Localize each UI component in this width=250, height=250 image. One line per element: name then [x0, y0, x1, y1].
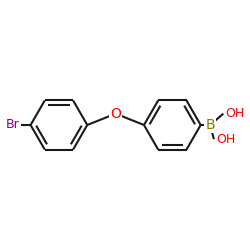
Text: O: O — [110, 107, 121, 121]
Text: OH: OH — [225, 107, 244, 120]
Text: OH: OH — [216, 133, 235, 146]
Text: Br: Br — [6, 118, 19, 132]
Text: B: B — [205, 118, 215, 132]
